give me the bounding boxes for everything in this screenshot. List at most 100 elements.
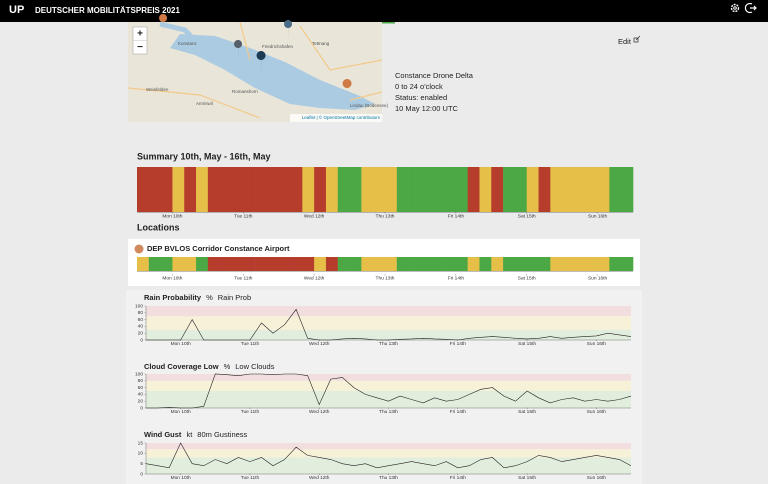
status-slot (337, 167, 350, 212)
edit-icon[interactable] (633, 35, 641, 43)
status-slot (196, 167, 209, 212)
attribution-bg (290, 114, 382, 122)
day-label: Mon 10th (171, 341, 191, 347)
day-label: Sat 15th (518, 409, 536, 415)
status-slot (585, 167, 598, 212)
chart-title: Wind Gust (144, 430, 182, 439)
status-slot (373, 167, 386, 212)
status-slot (408, 167, 421, 212)
day-label: Tue 11th (241, 475, 260, 481)
status-slot (243, 257, 256, 271)
day-label: Mon 10th (162, 213, 182, 219)
status-slot (455, 167, 468, 212)
status-slot (597, 167, 610, 212)
status-slot (314, 257, 327, 271)
map-label: Weinfelden (146, 87, 169, 92)
day-label: Wed 12th (309, 341, 330, 347)
map-label: Lindau (Bodensee) (350, 103, 389, 108)
chart-unit: % (224, 362, 231, 371)
chart-title: Cloud Coverage Low (144, 362, 219, 371)
status-slot (349, 257, 362, 271)
day-label: Sun 16th (587, 341, 607, 347)
status-slot (503, 257, 516, 271)
attribution[interactable]: Leaflet | © OpenStreetMap contributors (302, 114, 381, 120)
status-slot (160, 257, 173, 271)
edit-link[interactable]: Edit (618, 37, 632, 46)
day-label: Sat 15th (518, 475, 536, 481)
status-slot (349, 167, 362, 212)
status-slot (196, 257, 209, 271)
chart-unit: % (206, 293, 213, 302)
series-name: 80m Gustiness (197, 430, 247, 439)
status-slot (302, 257, 315, 271)
map-marker[interactable] (256, 51, 266, 73)
y-tick-label: 0 (140, 405, 143, 411)
status-slot (219, 167, 232, 212)
day-label: Sun 16th (587, 409, 607, 415)
day-label: Fri 14th (448, 213, 465, 219)
map-marker[interactable] (234, 40, 243, 60)
status-slot (373, 257, 386, 271)
map-marker[interactable] (342, 79, 352, 101)
day-label: Sat 15th (518, 213, 536, 219)
day-label: Thu 13th (379, 341, 398, 347)
status-slot (479, 257, 492, 271)
logo[interactable]: UP (9, 4, 24, 16)
day-label: Tue 11th (234, 213, 253, 219)
day-label: Mon 10th (162, 275, 182, 281)
day-label: Fri 14th (450, 409, 467, 415)
status-slot (573, 257, 587, 271)
map-marker[interactable] (284, 20, 293, 40)
status-slot (621, 167, 634, 212)
day-label: Sat 15th (518, 341, 536, 347)
status-slot (538, 257, 551, 271)
threshold-band (146, 374, 631, 381)
status-slot (255, 257, 268, 271)
status-slot (479, 167, 492, 212)
y-tick-label: 100 (135, 371, 143, 377)
threshold-band (146, 443, 631, 450)
day-label: Wed 12th (304, 213, 325, 219)
status-slot (491, 257, 504, 271)
zoom-out[interactable]: − (137, 42, 143, 53)
zoom-in[interactable]: + (137, 29, 143, 40)
y-tick-label: 80 (138, 310, 144, 316)
threshold-band (146, 449, 631, 458)
status-slot (361, 257, 374, 271)
day-label: Wed 12th (309, 475, 330, 481)
threshold-band (146, 380, 631, 391)
y-tick-label: 100 (135, 303, 143, 309)
day-label: Sat 15th (518, 275, 536, 281)
status-slot (255, 167, 268, 212)
status-slot (432, 257, 445, 271)
settings-icon[interactable] (730, 3, 740, 13)
map[interactable]: + − Leaflet | © OpenStreetMap contributo… (127, 14, 383, 122)
app-title: DEUTSCHER MOBILITÄTSPREIS 2021 (35, 6, 180, 15)
y-tick-label: 0 (140, 471, 143, 477)
status-slot (526, 167, 539, 212)
status-slot (160, 167, 173, 212)
map-label: Friedrichshafen (262, 44, 294, 49)
status-slot (172, 257, 185, 271)
status-slot (514, 257, 528, 271)
map-marker[interactable] (159, 14, 168, 36)
status-slot (526, 257, 539, 271)
day-label: Thu 13th (379, 475, 398, 481)
status-slot (444, 257, 457, 271)
map-label: Konstanz (178, 41, 198, 46)
status-slot (137, 167, 150, 212)
series-name: Low Clouds (235, 362, 274, 371)
status-slot (420, 167, 433, 212)
status-slot (184, 257, 197, 271)
status-slot (266, 167, 280, 212)
locations-title: Locations (137, 222, 180, 232)
day-label: Thu 13th (376, 213, 395, 219)
day-label: Tue 11th (241, 341, 260, 347)
status-slot (325, 167, 339, 212)
status-slot (266, 257, 280, 271)
y-tick-label: 80 (138, 378, 144, 384)
status-slot (148, 257, 161, 271)
logout-icon[interactable] (744, 2, 757, 14)
status-slot (290, 167, 303, 212)
